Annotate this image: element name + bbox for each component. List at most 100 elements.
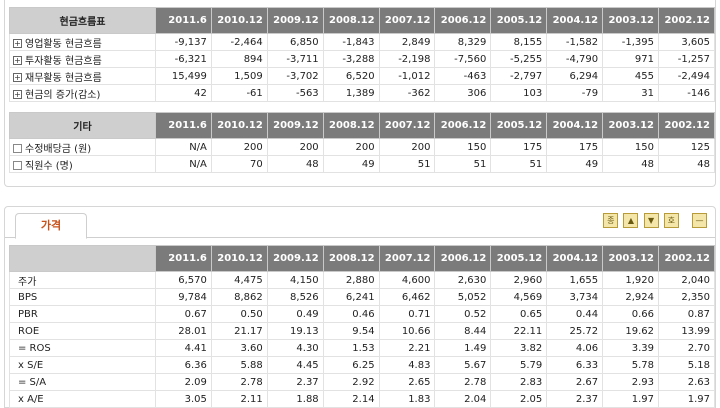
- table-cell: 9.54: [322, 322, 380, 340]
- panel-controls: 종 ▲ ▼ 호 —: [601, 213, 707, 228]
- checkbox-icon[interactable]: [13, 144, 22, 153]
- price-panel: 가격 종 ▲ ▼ 호 — 2011.6 2010.12 2009.12 2008.12…: [4, 206, 716, 408]
- table-cell: 2,350: [658, 288, 715, 306]
- table-cell: 42: [155, 84, 212, 102]
- table-cell: 2.70: [658, 339, 715, 357]
- table-cell: -1,582: [546, 33, 604, 51]
- table-cell: 70: [210, 155, 268, 173]
- cashflow-row-label[interactable]: + 재무활동 현금흐름: [9, 67, 156, 85]
- table-cell: -3,711: [266, 50, 324, 68]
- row-label: 현금의 증가(감소): [25, 89, 101, 101]
- table-cell: 4,150: [266, 271, 324, 289]
- settings-button[interactable]: 호: [663, 213, 679, 228]
- year-column-header: 2003.12: [602, 245, 660, 272]
- cashflow-row-label[interactable]: + 투자활동 현금흐름: [9, 50, 156, 68]
- table-cell: 200: [322, 138, 380, 156]
- table-cell: 5.78: [602, 356, 660, 374]
- table-cell: 48: [266, 155, 324, 173]
- table-cell: 19.13: [266, 322, 324, 340]
- table-cell: 4.41: [155, 339, 212, 357]
- table-cell: 2,924: [602, 288, 660, 306]
- table-cell: -563: [266, 84, 324, 102]
- table-cell: 2,960: [490, 271, 548, 289]
- table-cell: 8,862: [210, 288, 268, 306]
- price-row-label: x A/E: [9, 390, 156, 408]
- table-cell: 2.83: [490, 373, 548, 391]
- year-column-header: 2008.12: [322, 112, 380, 139]
- table-cell: 971: [602, 50, 660, 68]
- cashflow-row-label[interactable]: + 영업활동 현금흐름: [9, 33, 156, 51]
- row-label: 재무활동 현금흐름: [25, 72, 102, 84]
- table-cell: 1.49: [434, 339, 492, 357]
- table-cell: 6,462: [378, 288, 436, 306]
- minimize-button[interactable]: —: [692, 213, 707, 228]
- year-column-header: 2004.12: [546, 245, 604, 272]
- table-cell: 48: [602, 155, 660, 173]
- table-cell: 51: [434, 155, 492, 173]
- table-cell: 103: [490, 84, 548, 102]
- table-cell: 2.93: [602, 373, 660, 391]
- move-up-button[interactable]: ▲: [623, 213, 639, 228]
- year-column-header: 2003.12: [602, 112, 660, 139]
- table-cell: -362: [378, 84, 436, 102]
- row-label: 직원수 (명): [25, 160, 73, 172]
- expand-icon[interactable]: +: [13, 73, 22, 82]
- table-row: BPS 9,784 8,862 8,526 6,241 6,462 5,052 4,569 3,…: [9, 288, 715, 306]
- other-row-label: 수정배당금 (원): [9, 138, 156, 156]
- table-row: 직원수 (명) N/A 70 48 49 51 51 51 49 48 48: [9, 155, 715, 173]
- table-cell: 0.46: [322, 305, 380, 323]
- expand-icon[interactable]: +: [13, 39, 22, 48]
- table-cell: 2.37: [266, 373, 324, 391]
- table-cell: 5.79: [490, 356, 548, 374]
- year-column-header: 2004.12: [546, 7, 604, 34]
- expand-icon[interactable]: +: [13, 56, 22, 65]
- table-cell: 2.21: [378, 339, 436, 357]
- cashflow-table: 현금흐름표 2011.6 2010.12 2009.12 2008.12 2007.12 2…: [9, 7, 715, 102]
- row-label: = ROS: [18, 342, 51, 354]
- table-cell: 150: [602, 138, 660, 156]
- year-column-header: 2003.12: [602, 7, 660, 34]
- table-cell: 1,920: [602, 271, 660, 289]
- table-cell: 6.33: [546, 356, 604, 374]
- table-cell: -6,321: [155, 50, 212, 68]
- table-cell: 21.17: [210, 322, 268, 340]
- price-row-label: BPS: [9, 288, 156, 306]
- table-cell: -7,560: [434, 50, 492, 68]
- table-cell: 1.97: [602, 390, 660, 408]
- table-cell: 25.72: [546, 322, 604, 340]
- table-cell: 0.66: [602, 305, 660, 323]
- cashflow-row-label[interactable]: + 현금의 증가(감소): [9, 84, 156, 102]
- table-cell: -4,790: [546, 50, 604, 68]
- table-cell: 0.67: [155, 305, 212, 323]
- table-cell: 306: [434, 84, 492, 102]
- cashflow-header-row: 현금흐름표 2011.6 2010.12 2009.12 2008.12 2007.12 2…: [9, 7, 715, 34]
- tab-price[interactable]: 가격: [15, 213, 87, 239]
- expand-icon[interactable]: +: [13, 90, 22, 99]
- price-row-label: = S/A: [9, 373, 156, 391]
- table-row: x S/E 6.36 5.88 4.45 6.25 4.83 5.67 5.79 6.33 5.7…: [9, 356, 715, 374]
- table-cell: -2,494: [658, 67, 715, 85]
- table-cell: 10.66: [378, 322, 436, 340]
- price-row-label: x S/E: [9, 356, 156, 374]
- checkbox-icon[interactable]: [13, 161, 22, 170]
- table-cell: 8,329: [434, 33, 492, 51]
- table-cell: -9,137: [155, 33, 212, 51]
- price-row-label: PBR: [9, 305, 156, 323]
- table-cell: 4,600: [378, 271, 436, 289]
- table-cell: 894: [210, 50, 268, 68]
- table-cell: 0.71: [378, 305, 436, 323]
- table-cell: 5,052: [434, 288, 492, 306]
- move-down-button[interactable]: ▼: [643, 213, 659, 228]
- expand-all-button[interactable]: 종: [603, 213, 619, 228]
- table-cell: 2.14: [322, 390, 380, 408]
- table-cell: 6,850: [266, 33, 324, 51]
- row-label: 영업활동 현금흐름: [25, 38, 102, 50]
- tab-bar: 가격 종 ▲ ▼ 호 —: [5, 207, 715, 239]
- table-cell: 2.92: [322, 373, 380, 391]
- row-label: 주가: [18, 276, 37, 288]
- table-cell: 5.18: [658, 356, 715, 374]
- price-row-label: = ROS: [9, 339, 156, 357]
- table-cell: 2.78: [434, 373, 492, 391]
- table-row: + 현금의 증가(감소) 42 -61 -563 1,389 -362 306 103 -79 31…: [9, 84, 715, 102]
- table-cell: 51: [490, 155, 548, 173]
